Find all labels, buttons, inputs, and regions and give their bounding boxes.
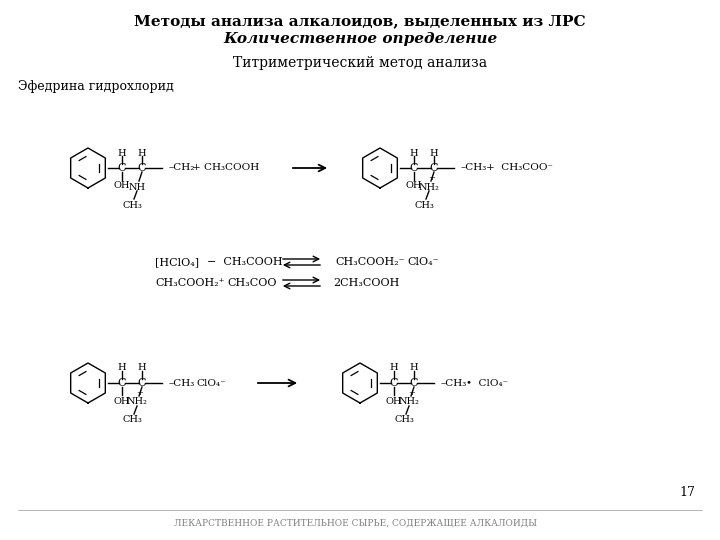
Text: C: C — [410, 378, 418, 388]
Text: CH₃: CH₃ — [122, 200, 142, 210]
Text: ЛЕКАРСТВЕННОЕ РАСТИТЕЛЬНОЕ СЫРЬЕ, СОДЕРЖАЩЕЕ АЛКАЛОИДЫ: ЛЕКАРСТВЕННОЕ РАСТИТЕЛЬНОЕ СЫРЬЕ, СОДЕРЖ… — [174, 518, 536, 528]
Text: [HClO₄]: [HClO₄] — [155, 257, 199, 267]
Text: C: C — [430, 163, 438, 173]
Text: C: C — [410, 163, 418, 173]
Text: NH₂: NH₂ — [418, 183, 439, 192]
Text: CH₃COO: CH₃COO — [227, 278, 276, 288]
Text: C: C — [118, 378, 126, 388]
Text: NH: NH — [128, 183, 145, 192]
Text: CH₃: CH₃ — [394, 415, 414, 424]
Text: CH₃: CH₃ — [122, 415, 142, 424]
Text: C: C — [138, 378, 146, 388]
Text: H: H — [117, 363, 126, 373]
Text: H: H — [138, 148, 146, 158]
Text: Эфедрина гидрохлорид: Эфедрина гидрохлорид — [18, 80, 174, 93]
Text: +: + — [137, 389, 143, 397]
Text: –CH₃: –CH₃ — [169, 379, 195, 388]
Text: C: C — [390, 378, 398, 388]
Text: C: C — [138, 163, 146, 173]
Text: +: + — [428, 174, 436, 182]
Text: OH: OH — [386, 396, 402, 406]
Text: H: H — [390, 363, 398, 373]
Text: H: H — [430, 148, 438, 158]
Text: NH₂: NH₂ — [399, 397, 420, 407]
Text: OH: OH — [406, 181, 422, 191]
Text: –CH₃: –CH₃ — [461, 164, 487, 172]
Text: H: H — [410, 148, 418, 158]
Text: +  CH₃COO⁻: + CH₃COO⁻ — [486, 164, 553, 172]
Text: H: H — [117, 148, 126, 158]
Text: ClO₄⁻: ClO₄⁻ — [407, 257, 438, 267]
Text: C: C — [118, 163, 126, 173]
Text: OH: OH — [114, 181, 130, 191]
Text: CH₃COOH₂⁺: CH₃COOH₂⁺ — [155, 278, 225, 288]
Text: –CH₃: –CH₃ — [441, 379, 467, 388]
Text: 17: 17 — [679, 487, 695, 500]
Text: −  CH₃COOH: − CH₃COOH — [207, 257, 283, 267]
Text: H: H — [410, 363, 418, 373]
Text: 2CH₃COOH: 2CH₃COOH — [333, 278, 400, 288]
Text: H: H — [138, 363, 146, 373]
Text: CH₃: CH₃ — [414, 200, 434, 210]
Text: Методы анализа алкалоидов, выделенных из ЛРС: Методы анализа алкалоидов, выделенных из… — [134, 14, 586, 28]
Text: NH₂: NH₂ — [127, 397, 148, 407]
Text: CH₃COOH₂⁻: CH₃COOH₂⁻ — [335, 257, 405, 267]
Text: OH: OH — [114, 396, 130, 406]
Text: Титриметрический метод анализа: Титриметрический метод анализа — [233, 56, 487, 70]
Text: Количественное определение: Количественное определение — [223, 32, 497, 46]
Text: –CH₂: –CH₂ — [169, 164, 195, 172]
Text: ClO₄⁻: ClO₄⁻ — [196, 379, 225, 388]
Text: + CH₃COOH: + CH₃COOH — [192, 164, 259, 172]
Text: •  ClO₄⁻: • ClO₄⁻ — [466, 379, 508, 388]
Text: +: + — [408, 389, 415, 397]
